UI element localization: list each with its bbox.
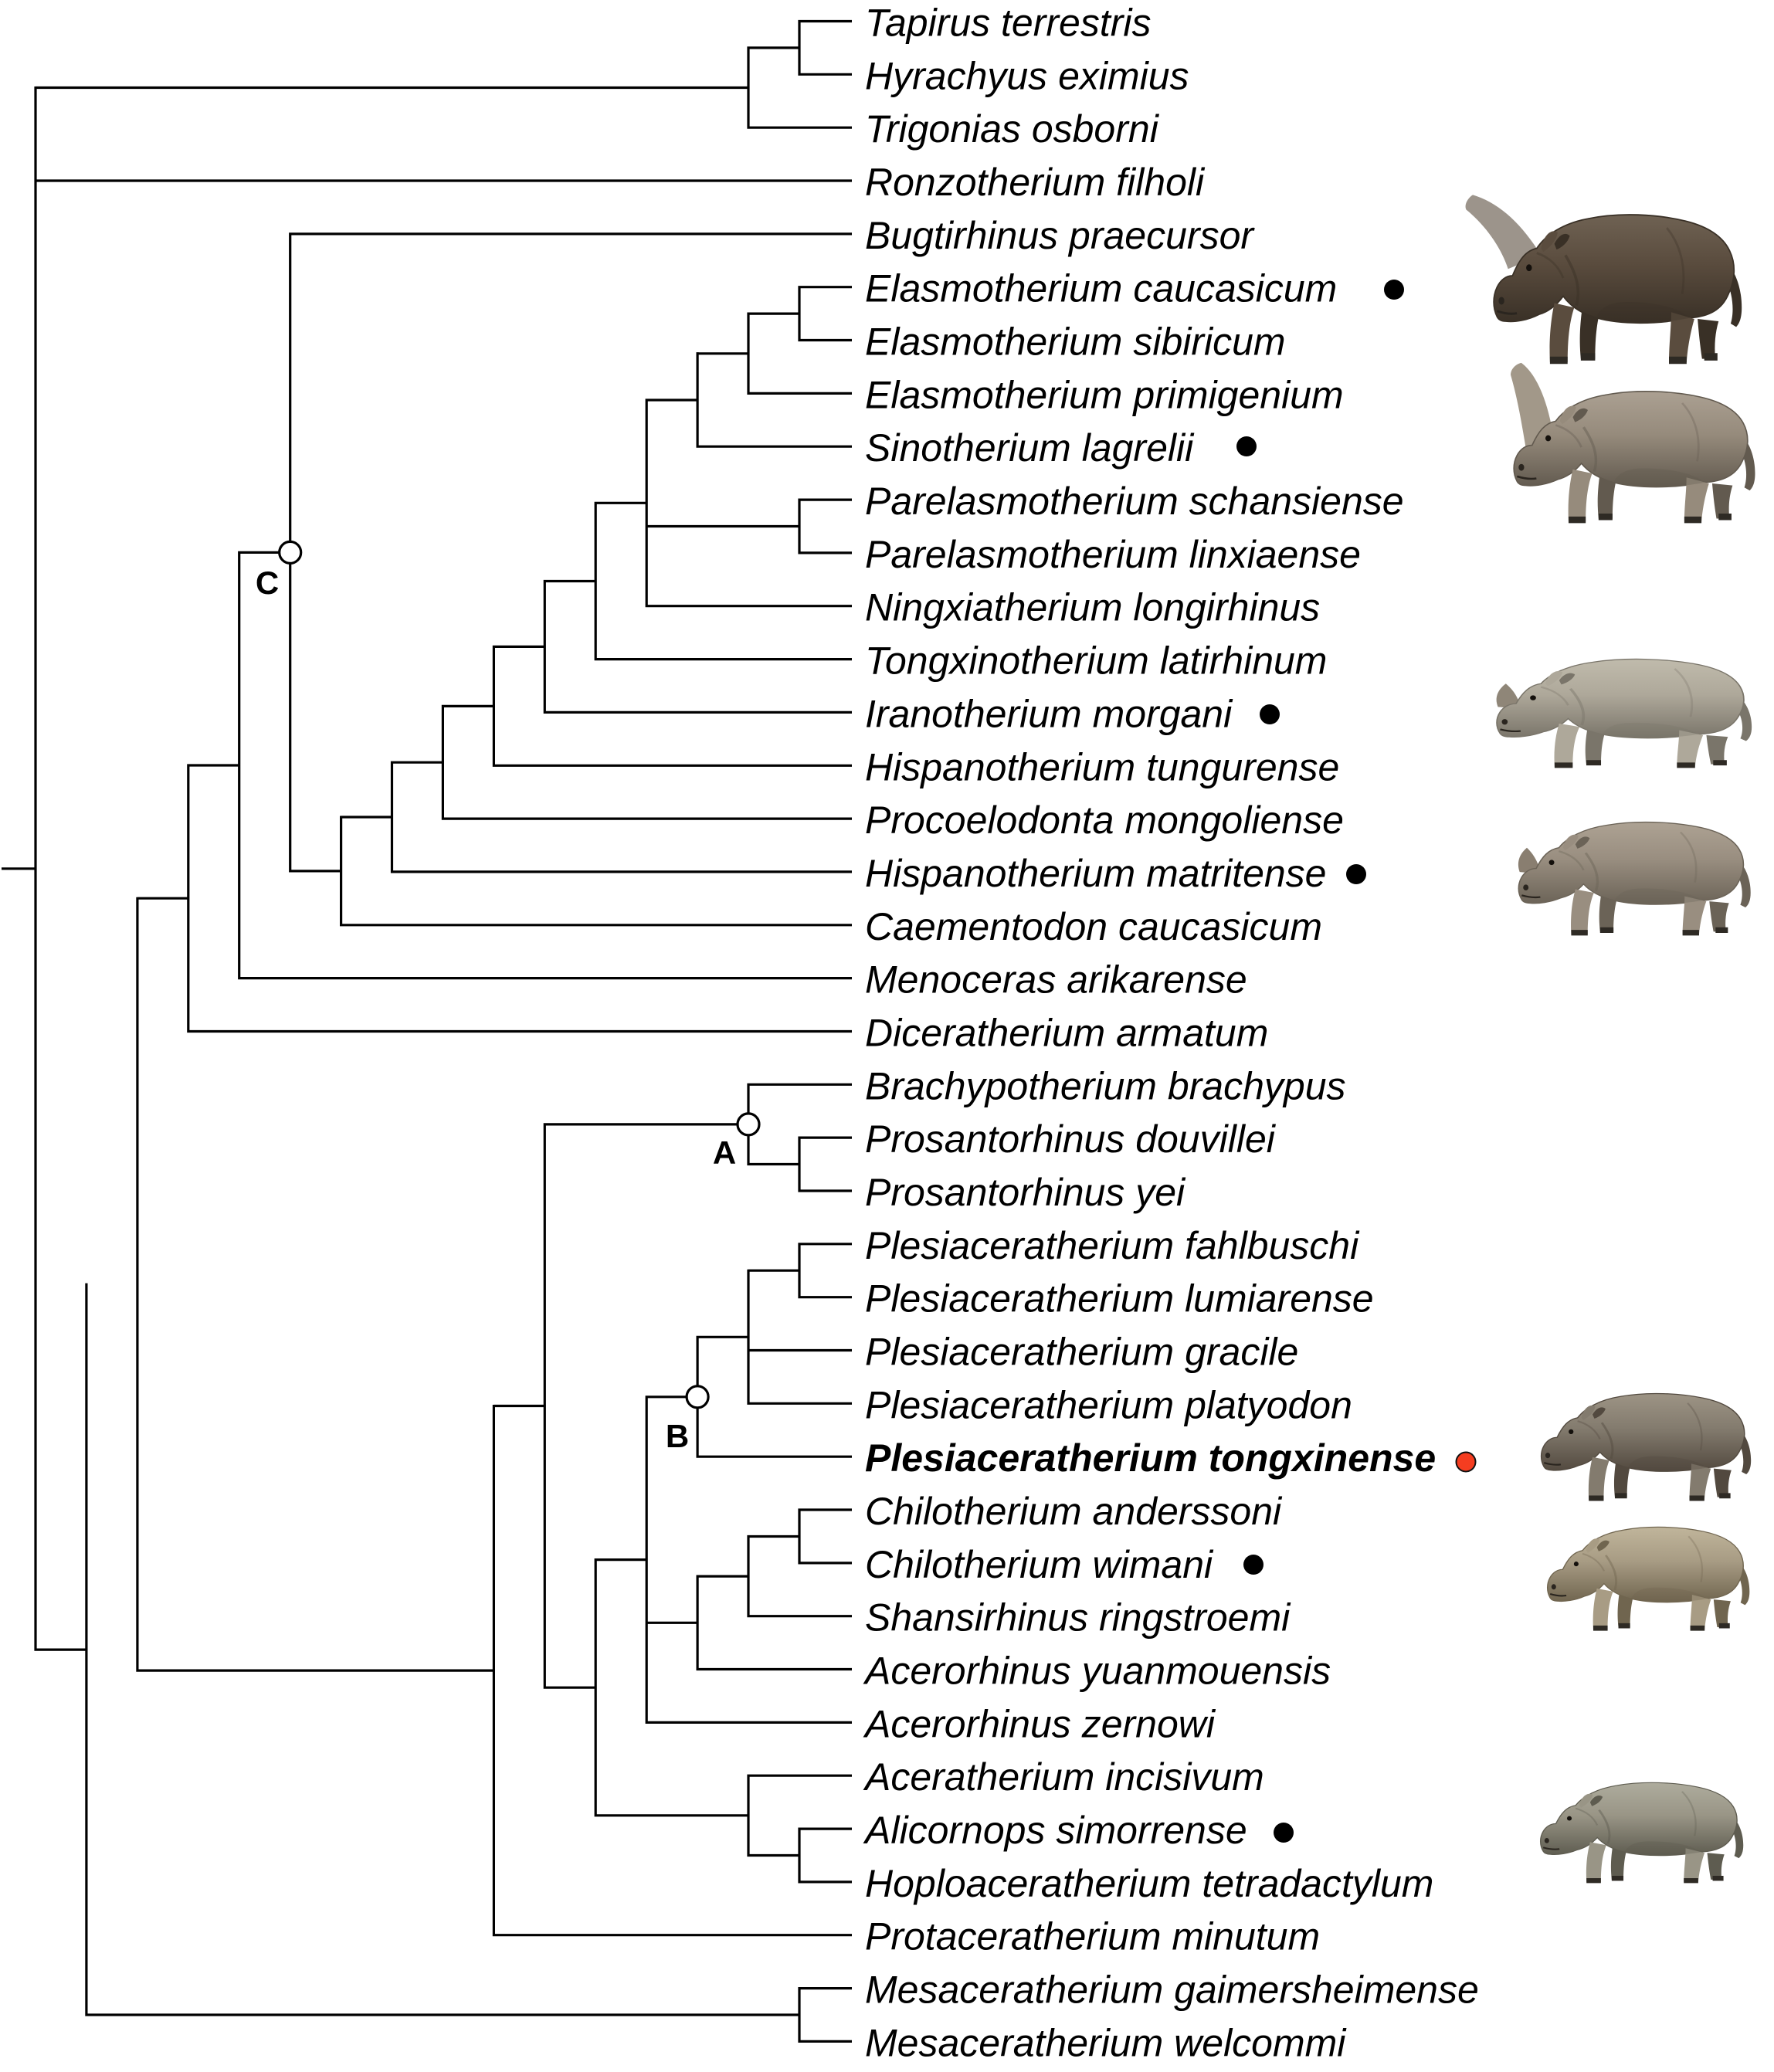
svg-text:Parelasmotherium schansiense: Parelasmotherium schansiense	[865, 480, 1404, 523]
svg-text:Procoelodonta mongoliense: Procoelodonta mongoliense	[865, 799, 1344, 842]
svg-text:A: A	[713, 1134, 736, 1171]
svg-text:Acerorhinus yuanmouensis: Acerorhinus yuanmouensis	[863, 1650, 1331, 1693]
svg-text:Bugtirhinus praecursor: Bugtirhinus praecursor	[865, 214, 1255, 257]
svg-text:Aceratherium incisivum: Aceratherium incisivum	[863, 1755, 1264, 1799]
svg-text:Chilotherium anderssoni: Chilotherium anderssoni	[865, 1490, 1283, 1533]
svg-text:Shansirhinus ringstroemi: Shansirhinus ringstroemi	[865, 1596, 1291, 1640]
svg-text:Alicornops simorrense: Alicornops simorrense	[863, 1809, 1247, 1852]
svg-text:Trigonias osborni: Trigonias osborni	[865, 107, 1160, 151]
svg-text:Plesiaceratherium platyodon: Plesiaceratherium platyodon	[865, 1383, 1352, 1426]
svg-text:Chilotherium wimani: Chilotherium wimani	[865, 1543, 1214, 1586]
svg-text:Parelasmotherium linxiaense: Parelasmotherium linxiaense	[865, 533, 1361, 576]
svg-text:Prosantorhinus yei: Prosantorhinus yei	[865, 1171, 1186, 1214]
svg-text:Elasmotherium primigenium: Elasmotherium primigenium	[865, 373, 1344, 416]
svg-text:Hispanotherium matritense: Hispanotherium matritense	[865, 852, 1327, 895]
svg-text:Plesiaceratherium fahlbuschi: Plesiaceratherium fahlbuschi	[865, 1224, 1360, 1267]
svg-text:Hyrachyus eximius: Hyrachyus eximius	[865, 54, 1189, 97]
svg-text:Diceratherium armatum: Diceratherium armatum	[865, 1012, 1268, 1055]
svg-text:Acerorhinus zernowi: Acerorhinus zernowi	[863, 1702, 1216, 1745]
svg-text:Brachypotherium brachypus: Brachypotherium brachypus	[865, 1064, 1346, 1107]
svg-text:Menoceras arikarense: Menoceras arikarense	[865, 958, 1247, 1002]
svg-text:Tongxinotherium latirhinum: Tongxinotherium latirhinum	[865, 639, 1327, 683]
svg-text:Elasmotherium sibiricum: Elasmotherium sibiricum	[865, 320, 1286, 364]
svg-text:Ningxiatherium longirhinus: Ningxiatherium longirhinus	[865, 586, 1320, 629]
svg-text:Hoploaceratherium tetradactylu: Hoploaceratherium tetradactylum	[865, 1862, 1433, 1905]
svg-text:Sinotherium lagrelii: Sinotherium lagrelii	[865, 426, 1195, 470]
svg-text:Caementodon caucasicum: Caementodon caucasicum	[865, 905, 1322, 948]
svg-text:Iranotherium morgani: Iranotherium morgani	[865, 692, 1233, 735]
svg-text:Plesiaceratherium lumiarense: Plesiaceratherium lumiarense	[865, 1277, 1374, 1321]
svg-text:Tapirus terrestris: Tapirus terrestris	[865, 2, 1151, 45]
svg-text:B: B	[666, 1418, 689, 1454]
svg-text:Hispanotherium tungurense: Hispanotherium tungurense	[865, 745, 1339, 788]
svg-text:Elasmotherium caucasicum: Elasmotherium caucasicum	[865, 267, 1337, 310]
svg-text:Plesiaceratherium gracile: Plesiaceratherium gracile	[865, 1331, 1298, 1374]
svg-text:Ronzotherium filholi: Ronzotherium filholi	[865, 161, 1206, 204]
svg-text:Mesaceratherium gaimersheimens: Mesaceratherium gaimersheimense	[865, 1969, 1479, 2012]
svg-text:Prosantorhinus douvillei: Prosantorhinus douvillei	[865, 1117, 1277, 1161]
svg-text:Mesaceratherium welcommi: Mesaceratherium welcommi	[865, 2021, 1347, 2064]
svg-text:Protaceratherium minutum: Protaceratherium minutum	[865, 1915, 1320, 1958]
svg-text:Plesiaceratherium tongxinense: Plesiaceratherium tongxinense	[865, 1436, 1436, 1480]
svg-text:C: C	[256, 565, 279, 601]
